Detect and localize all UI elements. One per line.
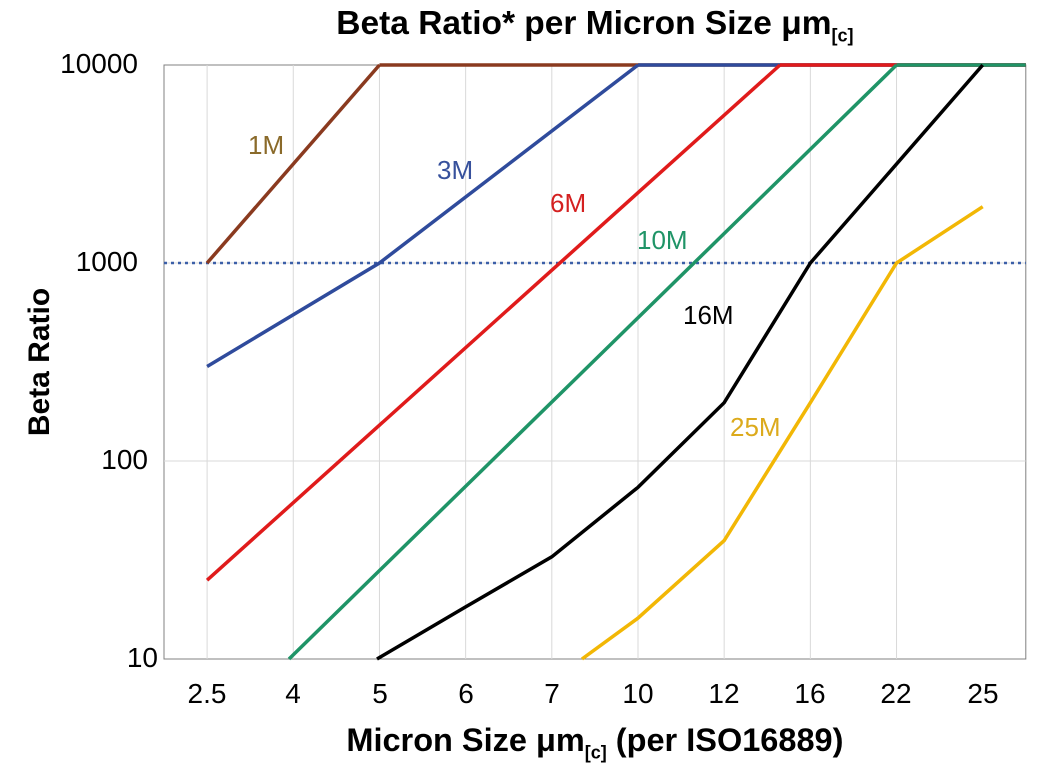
svg-text:Beta Ratio: Beta Ratio [23, 288, 56, 436]
